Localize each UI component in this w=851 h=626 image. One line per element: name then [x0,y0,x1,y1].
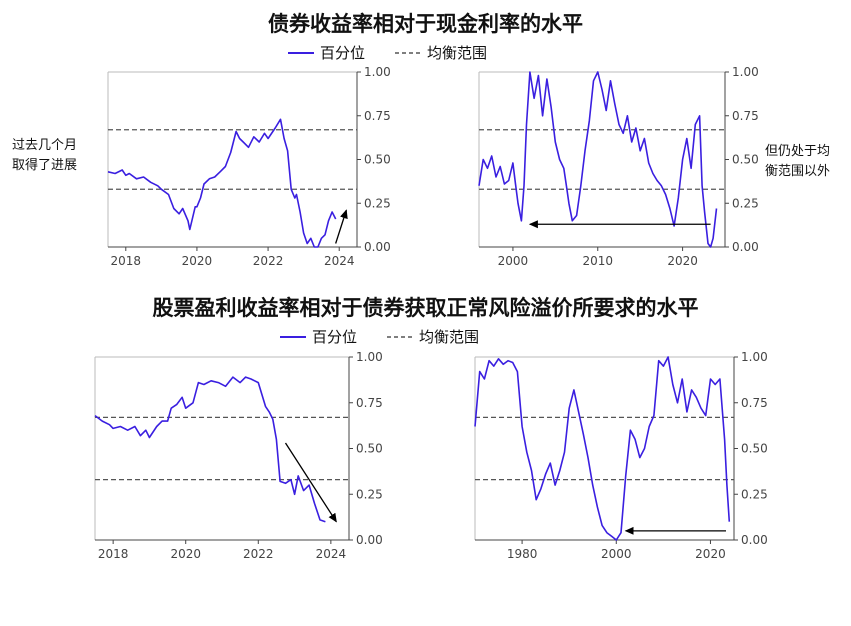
y-tick-label: 1.00 [741,350,768,364]
right-annotation-line1: 但仍处于均 [765,144,831,159]
left-annotation-line1: 过去几个月 [12,138,78,153]
x-tick-label: 2022 [243,547,274,561]
y-tick-label: 0.25 [732,196,759,210]
top-chart-title: 债券收益率相对于现金利率的水平 [268,11,583,36]
x-tick-label: 2020 [182,254,213,268]
legend-label-band: 均衡范围 [419,328,480,346]
x-tick-label: 2010 [582,254,613,268]
legend-item-band: 均衡范围 [395,42,487,63]
y-tick-label: 0.75 [732,109,759,123]
y-tick-label: 0.75 [356,396,383,410]
y-tick-label: 0.50 [356,442,383,456]
trend-arrow [335,209,348,244]
x-tick-label: 1980 [507,547,538,561]
y-tick-label: 0.50 [732,153,759,167]
legend-label-percentile: 百分位 [312,328,358,346]
bottom-legend: 百分位 均衡范围 [280,326,479,347]
y-tick-label: 0.75 [364,109,391,123]
bottom-chart-title: 股票盈利收益率相对于债券获取正常风险溢价所要求的水平 [152,295,699,320]
legend-line-swatch [288,51,314,54]
left-annotation: 过去几个月 取得了进展 [12,136,77,176]
y-tick-label: 0.50 [741,442,768,456]
percentile-series-line [474,356,731,541]
right-annotation-line2: 衡范围以外 [765,164,831,179]
percentile-series-line [107,118,337,248]
x-tick-label: 2020 [170,547,201,561]
percentile-series-line [478,71,718,248]
legend-line-swatch [280,335,306,338]
left-annotation-line2: 取得了进展 [12,158,78,173]
right-annotation: 但仍处于均 衡范围以外 [765,142,830,182]
y-tick-label: 0.00 [364,240,391,254]
x-tick-label: 2020 [667,254,698,268]
legend-item-percentile: 百分位 [288,42,365,63]
y-tick-label: 1.00 [364,65,391,79]
x-tick-label: 2000 [601,547,632,561]
y-tick-label: 1.00 [732,65,759,79]
x-tick-label: 2018 [111,254,142,268]
y-tick-label: 0.00 [732,240,759,254]
x-tick-label: 2000 [498,254,529,268]
legend-item-band: 均衡范围 [387,326,479,347]
trend-arrow [284,442,337,523]
legend-label-band: 均衡范围 [427,44,488,62]
y-tick-label: 0.00 [356,533,383,547]
y-tick-label: 0.00 [741,533,768,547]
x-tick-label: 2022 [253,254,284,268]
percentile-series-line [94,376,326,523]
y-tick-label: 0.25 [364,196,391,210]
legend-dash-swatch [395,51,422,54]
y-tick-label: 0.25 [741,487,768,501]
x-tick-label: 2024 [316,547,347,561]
x-tick-label: 2020 [695,547,726,561]
legend-dash-swatch [387,335,414,338]
top-legend: 百分位 均衡范围 [288,42,487,63]
legend-label-percentile: 百分位 [320,44,366,62]
legend-item-percentile: 百分位 [280,326,357,347]
x-tick-label: 2018 [98,547,129,561]
x-tick-label: 2024 [324,254,355,268]
y-tick-label: 0.75 [741,396,768,410]
y-tick-label: 0.25 [356,487,383,501]
y-tick-label: 1.00 [356,350,383,364]
y-tick-label: 0.50 [364,153,391,167]
